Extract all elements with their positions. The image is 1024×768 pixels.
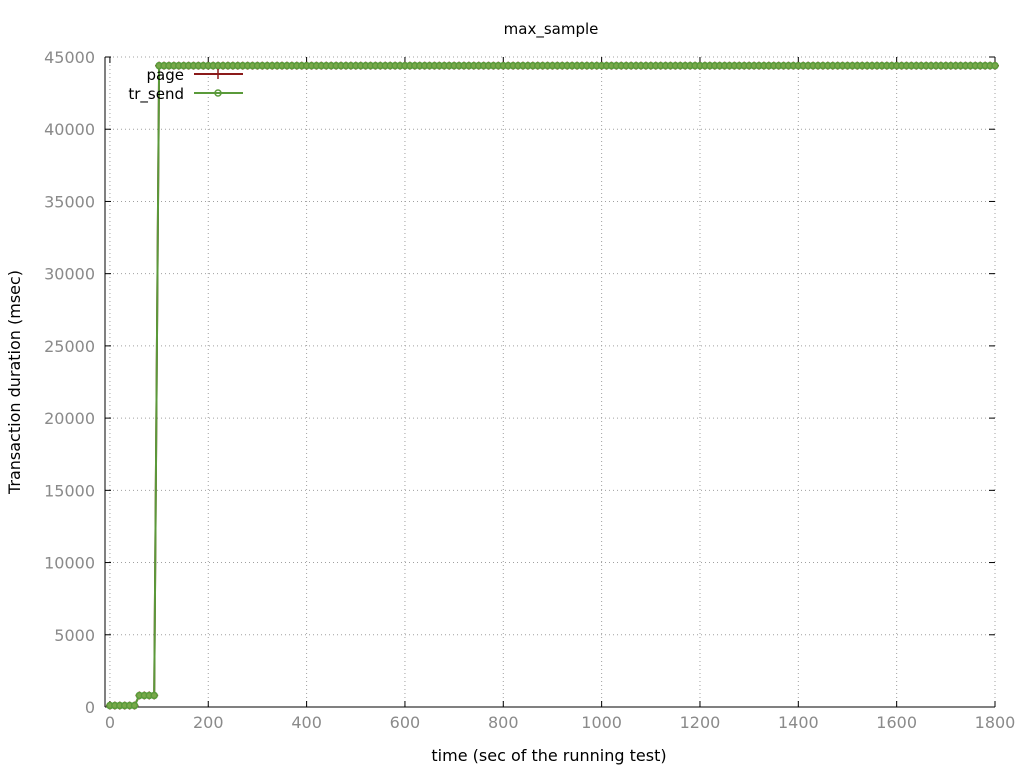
x-tick-label: 1400 [778,713,819,732]
x-tick-label: 1200 [680,713,721,732]
chart-title: max_sample [504,20,599,39]
legend-circle-marker-icon [214,89,222,97]
y-tick-label: 30000 [44,265,95,284]
y-tick-label: 40000 [44,120,95,139]
x-tick-label: 800 [488,713,519,732]
y-tick-label: 10000 [44,554,95,573]
x-axis-title: time (sec of the running test) [431,746,666,765]
x-tick-label: 200 [193,713,224,732]
x-tick-label: 400 [291,713,322,732]
y-tick-label: 20000 [44,409,95,428]
x-tick-label: 1800 [975,713,1016,732]
y-tick-label: 35000 [44,192,95,211]
data-point-tr-send [150,691,158,700]
data-point-tr-send [991,61,999,70]
series-line-page [109,64,995,707]
legend-label-page: page [147,66,184,84]
y-tick-label: 15000 [44,481,95,500]
data-point-tr-send [130,701,139,710]
x-tick-label: 600 [390,713,421,732]
grid-layer [105,56,996,708]
x-tick-label: 1600 [876,713,917,732]
y-tick-label: 0 [85,698,95,717]
x-tick-label: 1000 [581,713,622,732]
y-tick-label: 25000 [44,337,95,356]
legend-label-tr-send: tr_send [128,85,184,104]
y-axis-title: Transaction duration (msec) [5,270,24,495]
series-layer [105,61,999,710]
x-tick-label: 0 [105,713,115,732]
y-tick-label: 5000 [54,626,95,645]
axes-layer: 0 200 400 600 800 1000 1200 1400 1600 1800 0 5000 10… [44,48,1015,732]
series-line-tr-send [109,64,995,707]
y-tick-label: 45000 [44,48,95,67]
legend: page tr_send [128,66,243,104]
legend-plus-marker-icon [213,69,223,79]
